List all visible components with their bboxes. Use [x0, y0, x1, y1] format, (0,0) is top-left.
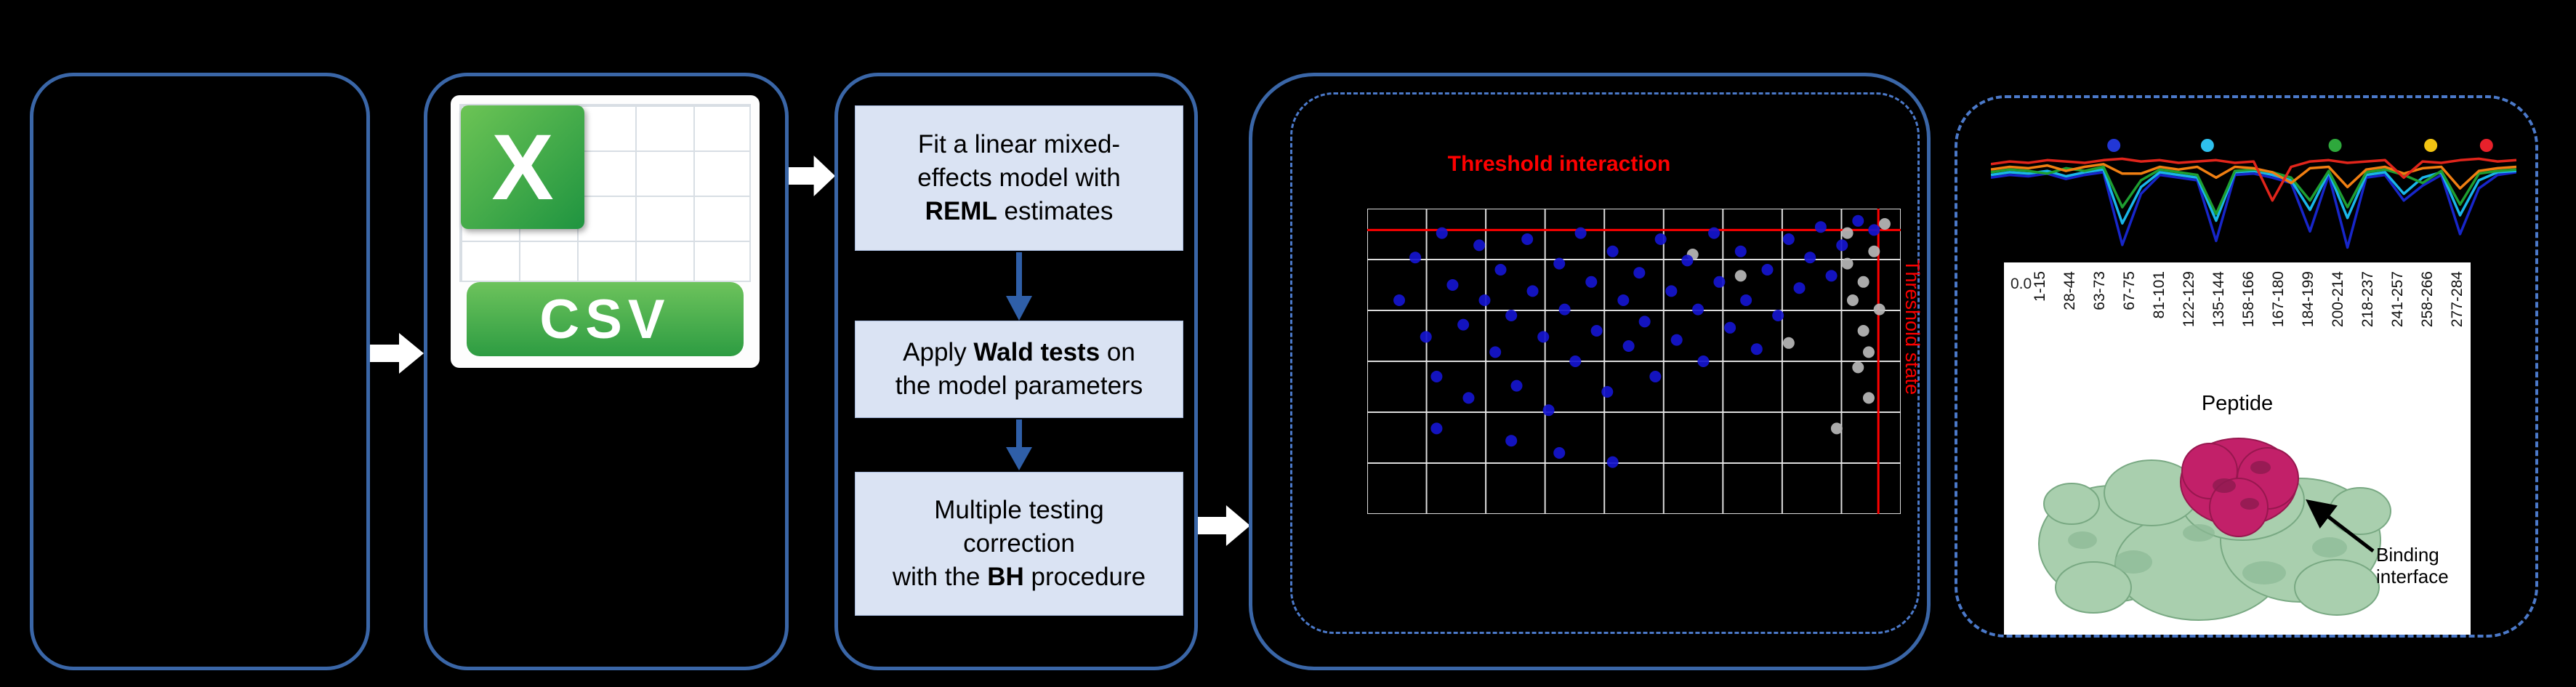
peptide-tick-label: 200-214 [2330, 271, 2346, 328]
threshold-state-label: Threshold state [1901, 260, 1923, 395]
binding-interface-surface [2180, 438, 2299, 537]
flow-arrow-1 [370, 333, 424, 374]
peptide-tick-label: 184-199 [2300, 271, 2317, 328]
peptide-tick-label: 67-75 [2121, 271, 2138, 310]
csv-banner: CSV [467, 282, 744, 356]
excel-x-letter: X [491, 115, 554, 220]
peptide-axis-pane: 0.0 1-15 28-44 63-73 67-75 81-101 122-129 135-… [2004, 262, 2471, 635]
peptide-tick-label: 167-180 [2270, 271, 2287, 328]
scatter-dashed-frame [1290, 92, 1920, 634]
protein-surface-shading [2068, 524, 2347, 584]
peptide-tick-label: 241-257 [2389, 271, 2406, 328]
peptide-axis-title: Peptide [2201, 392, 2274, 415]
flow-arrow-2 [789, 156, 835, 196]
peptide-tick-label: 1-15 [2032, 271, 2048, 302]
step-arrow-1 [1006, 252, 1032, 321]
peptide-tick-label: 81-101 [2151, 271, 2168, 319]
step-wald-tests: Apply Wald tests on the model parameters [855, 321, 1183, 418]
protein-structure-image [2038, 438, 2391, 621]
flow-arrow-3 [1198, 505, 1250, 546]
panel-csv: X CSV [424, 73, 789, 670]
csv-file-icon: X CSV [451, 95, 760, 368]
panel-statistical-pipeline: Fit a linear mixed-effects model with REM… [834, 73, 1198, 670]
peptide-tick-label: 258-266 [2419, 271, 2436, 328]
panel-input [30, 73, 370, 670]
volcano-scatter-plot [1367, 209, 1901, 514]
binding-interface-label: Binding interface [2376, 544, 2449, 587]
step-arrow-2 [1006, 419, 1032, 470]
peptide-tick-label: 158-166 [2240, 271, 2257, 328]
peptide-tick-label: 28-44 [2061, 271, 2078, 310]
step-fit-lmm: Fit a linear mixed-effects model with REM… [855, 105, 1183, 251]
peptide-tick-label: 63-73 [2091, 271, 2108, 310]
binding-interface-shading [2213, 461, 2271, 510]
csv-banner-label: CSV [539, 288, 671, 350]
step-bh-correction: Multiple testing correction with the BH pr… [855, 472, 1183, 616]
peptide-axis: 1-15 28-44 63-73 67-75 81-101 122-129 135-144 1… [2004, 262, 2471, 390]
panel-results: 0.0 1-15 28-44 63-73 67-75 81-101 122-129 135-… [1955, 95, 2538, 638]
peptide-tick-label: 135-144 [2210, 271, 2227, 328]
deuterium-uptake-line-chart [1991, 139, 2516, 249]
peptide-tick-label: 218-237 [2359, 271, 2376, 328]
peptide-tick-label: 277-284 [2449, 271, 2466, 328]
peptide-tick-label: 122-129 [2181, 271, 2197, 328]
binding-interface-arrow [2306, 499, 2375, 553]
threshold-interaction-label: Threshold interaction [1447, 152, 1671, 176]
panel-global-plot: Threshold interaction Threshold state [1249, 73, 1931, 670]
y-axis-tick: 0.0 [2011, 276, 2032, 292]
excel-x-logo: X [461, 105, 584, 229]
